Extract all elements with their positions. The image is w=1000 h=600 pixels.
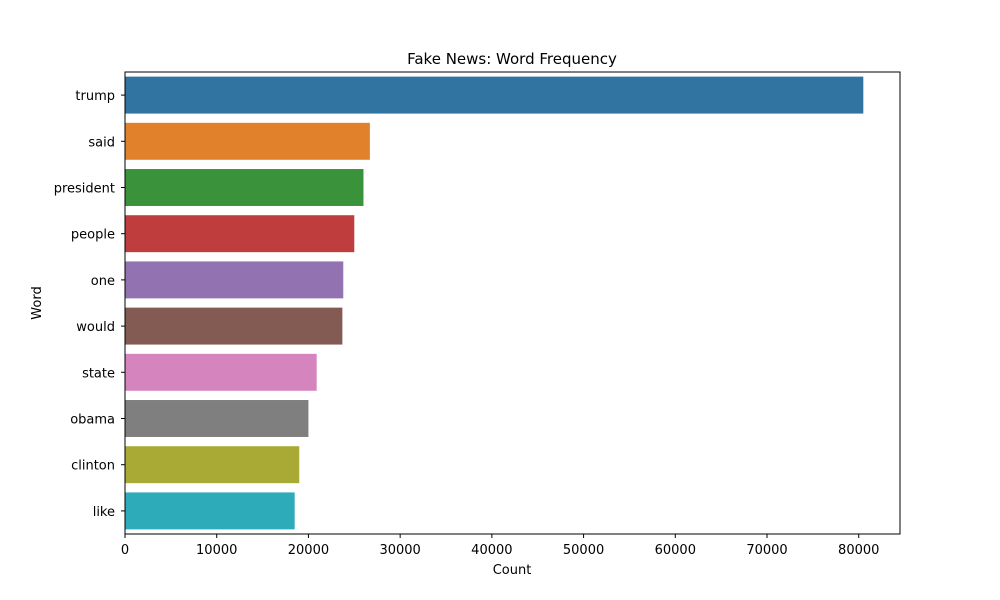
- x-tick-label: 30000: [379, 543, 420, 558]
- y-tick-label: said: [88, 135, 115, 150]
- y-tick-label: trump: [75, 89, 115, 104]
- bar-obama: [125, 400, 309, 437]
- x-tick-label: 10000: [196, 543, 237, 558]
- x-tick-label: 20000: [288, 543, 329, 558]
- x-tick-label: 40000: [471, 543, 512, 558]
- bar-like: [125, 492, 295, 530]
- x-tick-label: 60000: [655, 543, 696, 558]
- x-ticks: 0 10000 20000 30000 40000 50000 60000 70000 8000…: [121, 534, 879, 558]
- x-tick-label: 70000: [746, 543, 787, 558]
- chart-title: Fake News: Word Frequency: [407, 50, 617, 68]
- y-tick-label: president: [54, 182, 115, 197]
- bar-state: [125, 353, 317, 391]
- x-tick-label: 80000: [838, 543, 879, 558]
- y-ticks: trump said president people one would state oba…: [54, 89, 125, 520]
- bar-said: [125, 122, 370, 160]
- y-tick-label: one: [91, 274, 115, 289]
- y-tick-label: like: [93, 505, 115, 520]
- y-axis-label: Word: [30, 286, 45, 319]
- bar-would: [125, 307, 343, 345]
- bar-clinton: [125, 446, 300, 484]
- bar-one: [125, 261, 344, 299]
- plot-frame: [124, 71, 901, 535]
- bars-group: [125, 76, 864, 530]
- y-tick-label: clinton: [71, 459, 115, 474]
- y-tick-label: state: [82, 366, 115, 381]
- x-axis-label: Count: [493, 563, 532, 578]
- y-tick-label: people: [71, 228, 115, 243]
- y-tick-label: obama: [70, 413, 115, 428]
- bar-trump: [125, 76, 864, 114]
- bar-people: [125, 215, 355, 253]
- x-tick-label: 0: [121, 543, 129, 558]
- bar-president: [125, 169, 364, 206]
- y-tick-label: would: [76, 320, 115, 335]
- x-tick-label: 50000: [563, 543, 604, 558]
